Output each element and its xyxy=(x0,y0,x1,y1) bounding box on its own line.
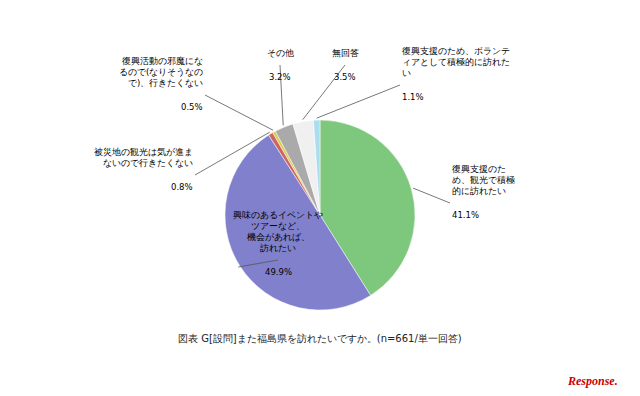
svg-text:1.1%: 1.1% xyxy=(402,92,424,102)
svg-text:復興支援のため、ボランティアとして積極的に訪れたい: 復興支援のため、ボランティアとして積極的に訪れたい xyxy=(402,46,510,78)
svg-text:被災地の観光は気が進まないので行きたくない: 被災地の観光は気が進まないので行きたくない xyxy=(94,147,193,168)
svg-text:3.5%: 3.5% xyxy=(334,72,356,82)
svg-text:Response.: Response. xyxy=(567,374,618,388)
svg-text:無回答: 無回答 xyxy=(332,48,359,58)
svg-text:41.1%: 41.1% xyxy=(452,210,479,220)
svg-text:復興活動の邪魔になるので(なりそうなので)、行きたくない: 復興活動の邪魔になるので(なりそうなので)、行きたくない xyxy=(119,56,203,88)
svg-text:0.8%: 0.8% xyxy=(171,182,193,192)
svg-text:3.2%: 3.2% xyxy=(269,72,291,82)
svg-text:その他: その他 xyxy=(267,48,294,58)
svg-text:興味のあるイベントやツアーなど、機会があれば、訪れたい: 興味のあるイベントやツアーなど、機会があれば、訪れたい xyxy=(233,210,323,253)
svg-text:復興支援のため、観光で積極的に訪れたい: 復興支援のため、観光で積極的に訪れたい xyxy=(452,164,515,196)
svg-text:49.9%: 49.9% xyxy=(265,267,292,277)
svg-text:図表 G[設問]また福島県を訪れたいですか。(n=661/単: 図表 G[設問]また福島県を訪れたいですか。(n=661/単一回答) xyxy=(178,333,462,344)
svg-text:0.5%: 0.5% xyxy=(181,102,203,112)
